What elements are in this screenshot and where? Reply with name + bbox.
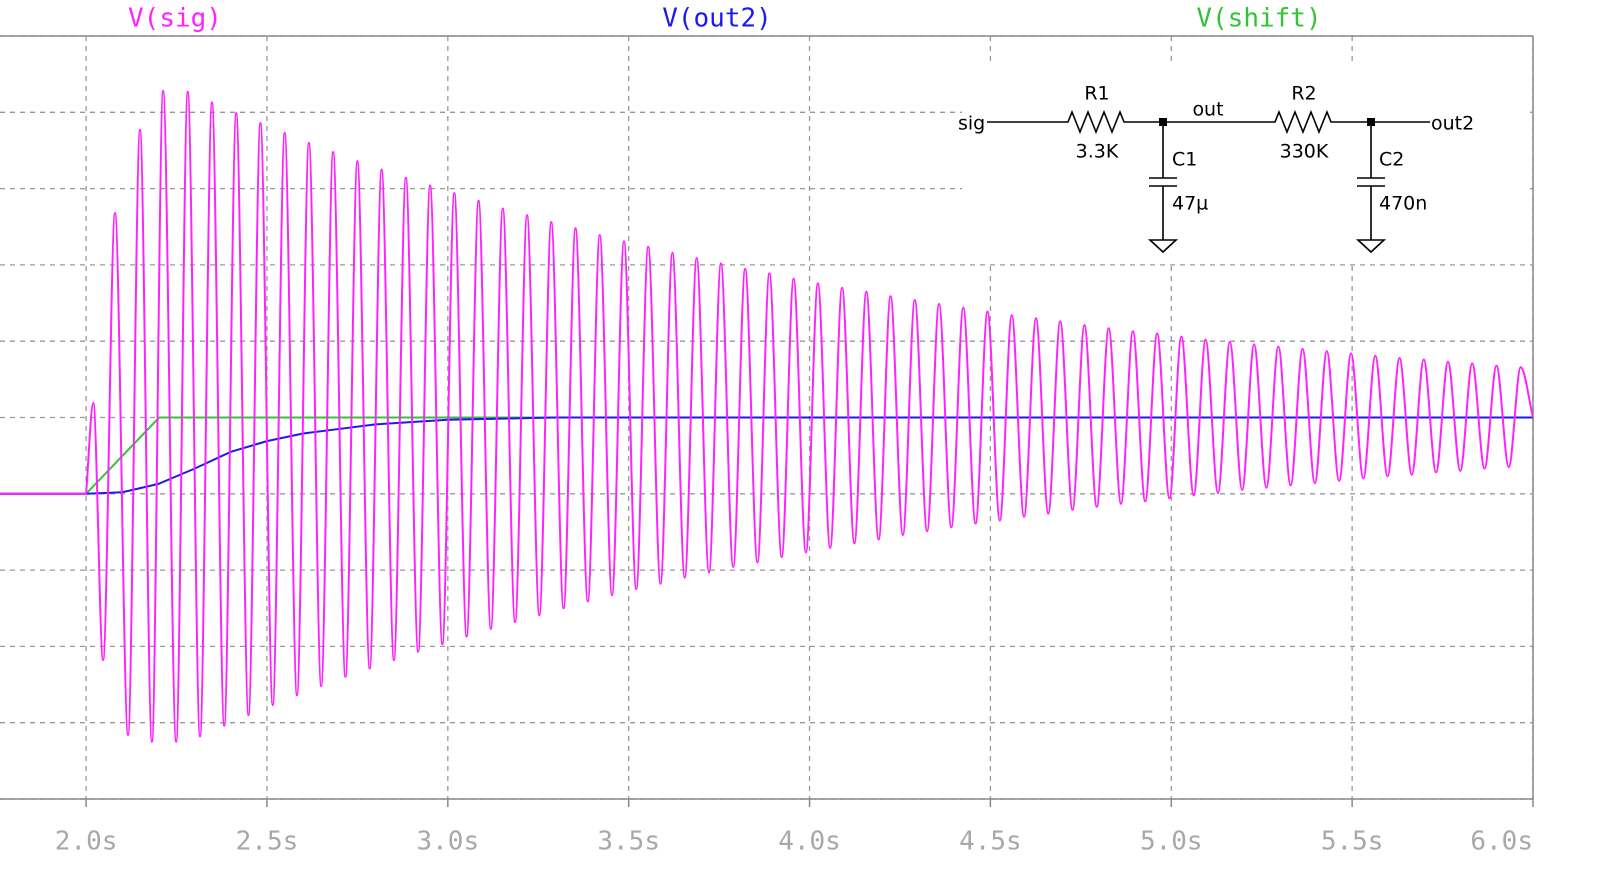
x-tick-label: 2.0s bbox=[55, 827, 118, 857]
component-value: 47µ bbox=[1172, 193, 1208, 215]
c2-symbol bbox=[1355, 122, 1387, 254]
component-value: 470n bbox=[1379, 193, 1427, 215]
junction bbox=[1159, 118, 1167, 126]
x-tick-label: 5.5s bbox=[1321, 827, 1384, 857]
component-label: R1 bbox=[1084, 83, 1109, 105]
x-tick-label: 3.5s bbox=[597, 827, 660, 857]
x-tick-label: 4.5s bbox=[959, 827, 1022, 857]
x-tick-label: 5.0s bbox=[1140, 827, 1203, 857]
series-line bbox=[0, 416, 1533, 495]
x-tick-label: 4.0s bbox=[778, 827, 841, 857]
net-label: out bbox=[1192, 99, 1223, 121]
schematic-background bbox=[962, 64, 1530, 264]
series-line bbox=[0, 89, 1533, 743]
c1-symbol bbox=[1147, 122, 1179, 254]
x-tick-label: 2.5s bbox=[236, 827, 299, 857]
component-label: C1 bbox=[1172, 149, 1197, 171]
component-value: 3.3K bbox=[1076, 141, 1119, 163]
x-tick-label: 6.0s bbox=[1470, 827, 1533, 857]
legend-entry: V(shift) bbox=[1196, 4, 1321, 34]
legend-entry: V(out2) bbox=[662, 4, 772, 34]
component-value: 330K bbox=[1280, 141, 1329, 163]
x-tick-label: 3.0s bbox=[417, 827, 480, 857]
traces bbox=[0, 89, 1533, 743]
component-label: R2 bbox=[1291, 83, 1316, 105]
legend-entry: V(sig) bbox=[128, 4, 222, 34]
schematic: sig R1 3.3K out C1 47µ R2 330K C2 470n o… bbox=[958, 64, 1530, 264]
wire bbox=[987, 109, 1430, 135]
component-label: C2 bbox=[1379, 149, 1404, 171]
net-label: sig bbox=[958, 113, 985, 135]
net-label: out2 bbox=[1431, 113, 1474, 135]
junction bbox=[1367, 118, 1375, 126]
